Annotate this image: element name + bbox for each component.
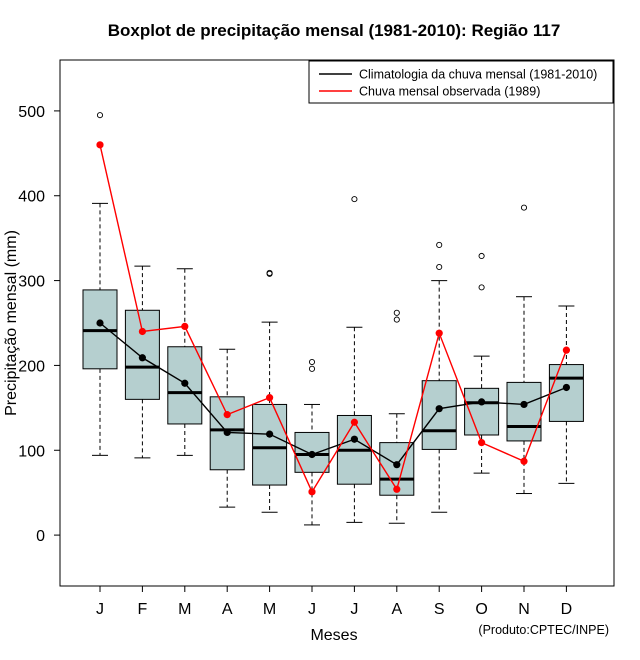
- y-tick-label: 500: [18, 104, 45, 121]
- x-tick-label: F: [138, 601, 148, 618]
- outlier-point: [96, 112, 104, 119]
- box-12: [548, 305, 584, 484]
- series-point: [393, 461, 401, 469]
- box-3: [167, 268, 203, 456]
- series-point: [435, 405, 443, 413]
- product-credit: (Produto:CPTEC/INPE): [478, 623, 609, 637]
- y-axis-label: Precipitação mensal (mm): [3, 230, 20, 416]
- x-tick-label: M: [263, 601, 276, 618]
- x-tick-label: J: [308, 601, 316, 618]
- series-line: [99, 144, 568, 494]
- x-tick-label: D: [561, 601, 573, 618]
- box-7: [336, 196, 372, 523]
- series-point: [96, 319, 104, 327]
- series-point: [181, 379, 189, 387]
- series-point: [223, 428, 231, 437]
- box-5: [252, 269, 288, 513]
- series-point: [520, 457, 528, 465]
- series-point: [435, 329, 443, 337]
- outlier-point: [520, 204, 528, 211]
- outlier-point: [436, 263, 443, 271]
- box-body: [421, 380, 457, 450]
- series-point: [350, 418, 358, 426]
- series-climatology: [96, 319, 571, 469]
- box-body: [548, 364, 584, 422]
- series-point: [308, 450, 316, 459]
- series-point: [562, 383, 571, 392]
- y-tick-label: 100: [18, 443, 45, 460]
- legend-entry: Climatologia da chuva mensal (1981-2010): [359, 68, 597, 82]
- box-9: [421, 241, 457, 513]
- y-tick-label: 400: [18, 189, 45, 206]
- series-point: [266, 394, 274, 402]
- series-line: [99, 322, 567, 466]
- series-point: [393, 485, 401, 493]
- box-body: [506, 381, 542, 442]
- outlier-point: [308, 365, 316, 372]
- outlier-point: [478, 252, 485, 260]
- outlier-point: [351, 196, 358, 203]
- series-point: [96, 141, 104, 149]
- x-tick-label: A: [391, 601, 402, 618]
- box-1: [82, 112, 118, 456]
- series-observed: [96, 141, 571, 496]
- box-body: [252, 403, 288, 486]
- series-point: [181, 322, 189, 330]
- outlier-point: [393, 309, 400, 316]
- outlier-point: [478, 284, 485, 291]
- y-tick-label: 0: [36, 528, 45, 545]
- x-tick-label: J: [96, 601, 104, 618]
- outlier-point: [308, 358, 316, 366]
- series-point: [562, 346, 571, 354]
- chart-title: Boxplot de precipitação mensal (1981-201…: [108, 21, 561, 40]
- x-tick-label: M: [178, 601, 191, 618]
- series-point: [223, 411, 231, 419]
- x-tick-label: A: [222, 601, 233, 618]
- outlier-point: [393, 316, 400, 323]
- series-point: [138, 354, 146, 362]
- series-point: [520, 400, 528, 409]
- legend-box: [308, 60, 614, 104]
- x-tick-label: J: [350, 601, 358, 618]
- series-point: [266, 430, 274, 438]
- x-tick-label: O: [475, 601, 487, 618]
- series-point: [308, 488, 316, 496]
- series-point: [478, 398, 486, 406]
- series-point: [350, 435, 358, 443]
- series-point: [138, 327, 146, 336]
- outlier-point: [436, 241, 443, 248]
- y-tick-label: 300: [18, 274, 45, 291]
- x-tick-label: N: [518, 601, 530, 618]
- plot-frame: [59, 59, 615, 587]
- x-axis-label: Meses: [310, 627, 357, 644]
- box-4: [209, 348, 245, 508]
- legend-entry: Chuva mensal observada (1989): [359, 85, 540, 99]
- outlier-point: [266, 270, 273, 277]
- x-tick-label: S: [434, 601, 445, 618]
- box-6: [294, 358, 330, 526]
- series-point: [478, 439, 486, 447]
- box-11: [506, 204, 542, 495]
- y-tick-label: 200: [18, 358, 45, 375]
- box-2: [124, 265, 160, 459]
